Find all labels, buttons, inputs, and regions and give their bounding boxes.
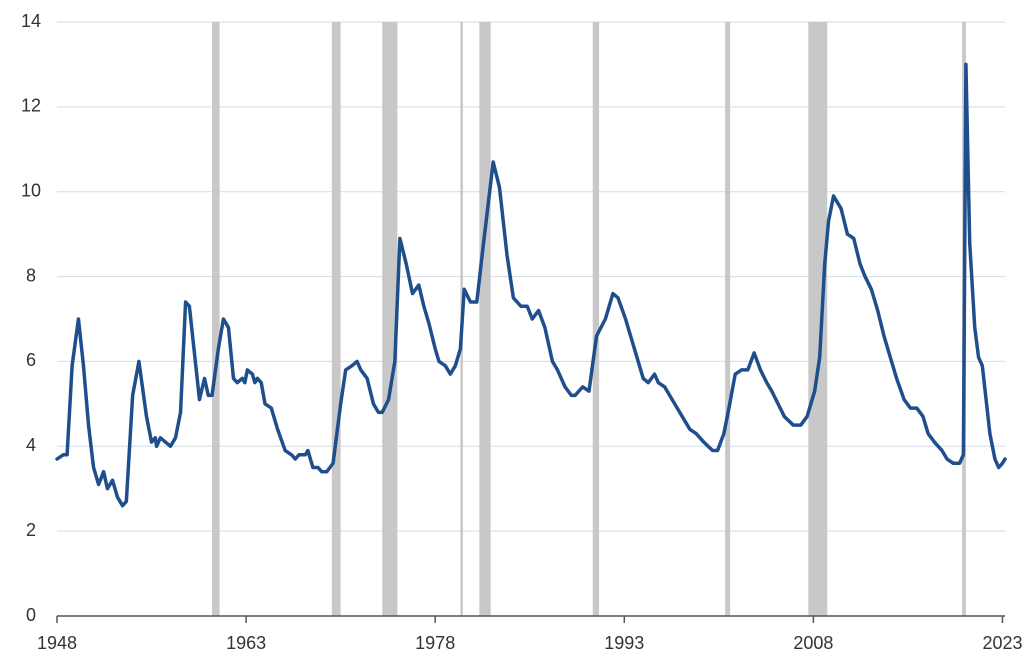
recession-band — [725, 22, 731, 616]
y-tick-label: 6 — [26, 350, 36, 370]
recession-band — [479, 22, 491, 616]
y-tick-label: 8 — [26, 265, 36, 285]
y-tick-label: 14 — [21, 11, 41, 31]
y-tick-label: 2 — [26, 520, 36, 540]
recession-band — [592, 22, 600, 616]
recession-band — [212, 22, 220, 616]
x-tick-label: 2008 — [793, 633, 833, 653]
recession-band — [808, 22, 828, 616]
line — [55, 62, 1007, 508]
x-tick-label: 1978 — [415, 633, 455, 653]
x-tick-label: 1948 — [37, 633, 77, 653]
y-tick-label: 4 — [26, 435, 36, 455]
recession-band — [331, 22, 341, 616]
x-tick-label: 1993 — [604, 633, 644, 653]
y-tick-label: 10 — [21, 180, 41, 200]
y-tick-label: 12 — [21, 96, 41, 116]
y-tick-label: 0 — [26, 605, 36, 625]
x-tick-label: 1963 — [226, 633, 266, 653]
recession-band — [382, 22, 398, 616]
x-tick-label: 2023 — [982, 633, 1022, 653]
